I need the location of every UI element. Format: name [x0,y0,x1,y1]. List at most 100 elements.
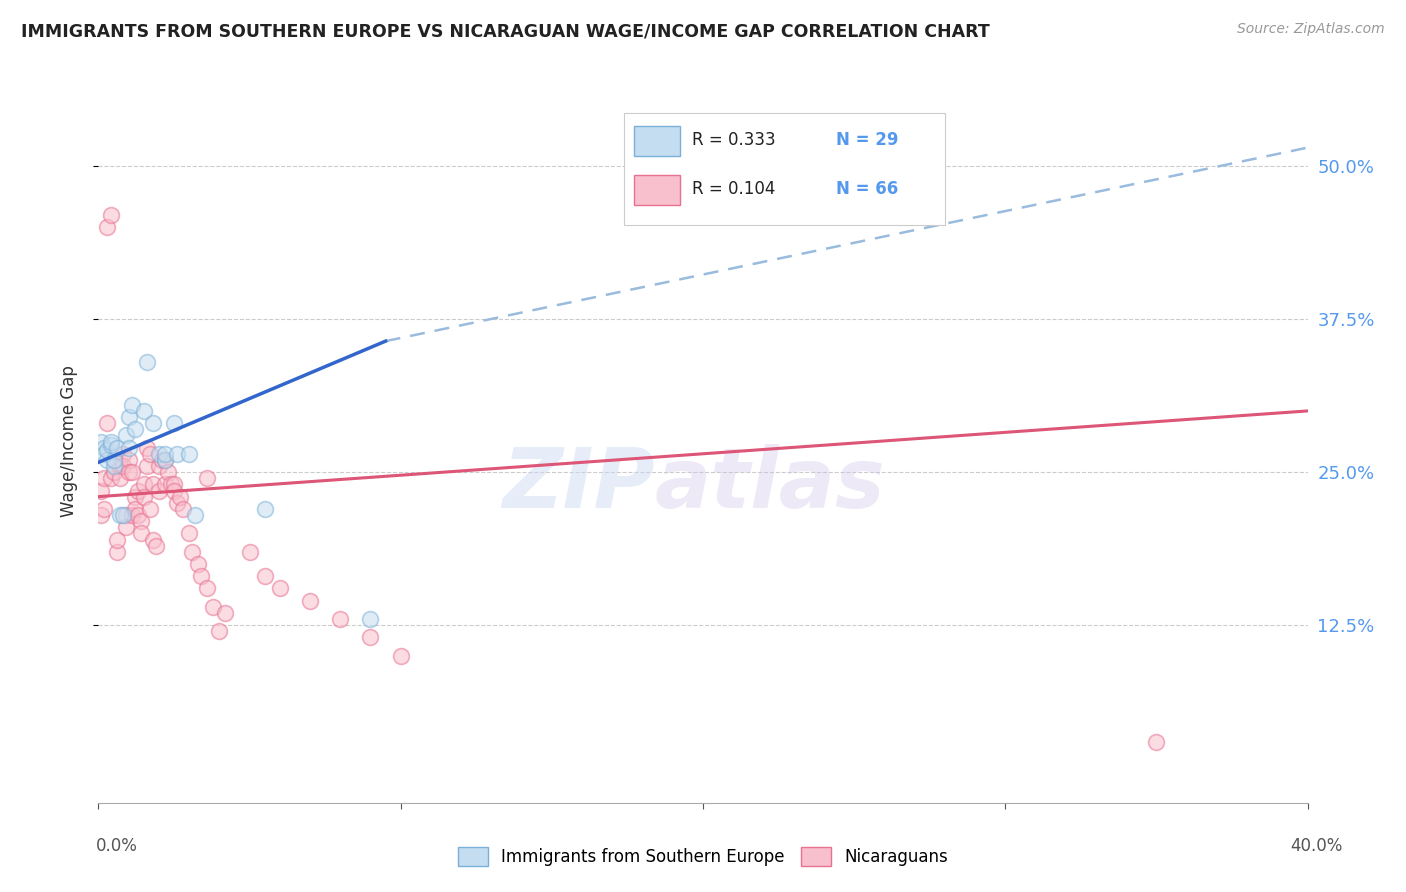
Point [96,443,118,458]
Point [187,557,209,571]
Point [156,465,179,479]
Point [114,428,136,442]
Point [103,458,125,473]
Legend: Immigrants from Southern Europe, Nicaraguans: Immigrants from Southern Europe, Nicarag… [451,840,955,873]
Point [111,458,134,473]
Point [142,416,165,430]
Point [105,441,128,455]
Point [239,545,262,559]
Point [127,508,149,522]
Point [202,599,225,614]
Point [93,502,115,516]
Point [100,438,122,452]
Point [121,508,143,522]
Point [150,453,173,467]
Point [103,453,125,467]
Point [195,582,218,596]
Point [142,533,165,547]
Point [118,453,141,467]
Point [103,465,125,479]
Point [96,416,118,430]
Point [214,606,236,620]
Text: IMMIGRANTS FROM SOUTHERN EUROPE VS NICARAGUAN WAGE/INCOME GAP CORRELATION CHART: IMMIGRANTS FROM SOUTHERN EUROPE VS NICAR… [21,22,990,40]
Point [389,648,412,663]
Point [114,520,136,534]
Point [90,483,112,498]
Point [105,533,128,547]
Point [118,410,141,425]
Point [148,447,170,461]
Point [103,453,125,467]
Point [108,508,131,522]
Point [118,441,141,455]
Point [163,483,186,498]
Point [181,545,204,559]
Point [360,631,382,645]
Text: N = 66: N = 66 [837,180,898,198]
Text: ZIP: ZIP [502,444,655,525]
Point [121,465,143,479]
Point [96,220,118,235]
Point [208,624,231,639]
Point [160,477,183,491]
Point [132,477,155,491]
Point [184,508,207,522]
Point [139,502,162,516]
Point [124,502,146,516]
Point [163,416,186,430]
Point [135,458,157,473]
Point [148,458,170,473]
Bar [634,175,681,205]
Point [142,477,165,491]
Point [360,612,382,626]
Text: 40.0%: 40.0% [1291,837,1343,855]
Point [153,447,176,461]
Point [1144,734,1167,748]
Point [108,471,131,485]
Text: Source: ZipAtlas.com: Source: ZipAtlas.com [1237,22,1385,37]
Point [135,355,157,369]
Point [90,508,112,522]
Point [132,404,155,418]
Point [127,483,149,498]
Point [253,569,276,583]
Point [129,514,152,528]
Text: 0.0%: 0.0% [96,837,138,855]
Point [253,502,276,516]
Point [139,447,162,461]
Point [93,447,115,461]
Point [153,477,176,491]
Y-axis label: Wage/Income Gap: Wage/Income Gap [59,366,77,517]
Text: N = 29: N = 29 [837,131,898,149]
Point [195,471,218,485]
Point [129,526,152,541]
Point [329,612,352,626]
Point [135,441,157,455]
Point [100,434,122,449]
Text: atlas: atlas [655,444,886,525]
Point [93,471,115,485]
Point [124,422,146,436]
Point [153,453,176,467]
Point [114,508,136,522]
Point [153,453,176,467]
Point [100,208,122,222]
Point [190,569,212,583]
Text: R = 0.333: R = 0.333 [692,131,776,149]
Point [118,465,141,479]
Point [90,434,112,449]
Point [111,508,134,522]
Point [121,398,143,412]
Point [169,490,191,504]
Point [166,447,188,461]
Point [108,458,131,473]
Point [96,453,118,467]
Bar [634,126,681,156]
Point [148,483,170,498]
Point [145,539,167,553]
Point [172,502,194,516]
Point [269,582,291,596]
Point [166,496,188,510]
Point [179,447,201,461]
Point [124,490,146,504]
